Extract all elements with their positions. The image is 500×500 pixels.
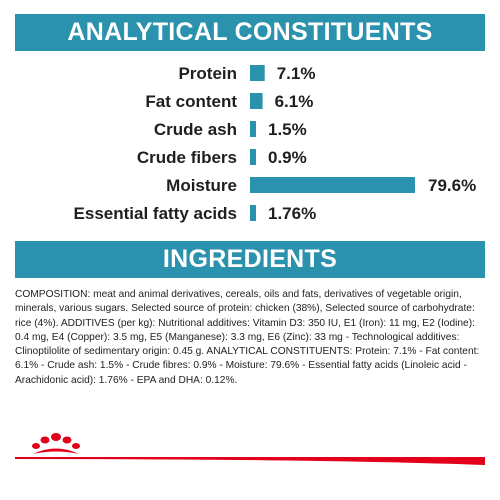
value-label: 1.76% bbox=[268, 204, 316, 223]
value-label: 79.6% bbox=[428, 176, 476, 195]
value-label: 7.1% bbox=[277, 64, 316, 83]
composition-text: COMPOSITION: meat and animal derivatives… bbox=[15, 289, 480, 386]
footer-divider bbox=[15, 457, 485, 465]
category-label: Crude ash bbox=[154, 120, 237, 139]
bar bbox=[250, 177, 415, 193]
bar bbox=[250, 65, 265, 81]
value-label: 1.5% bbox=[268, 120, 307, 139]
analytical-constituents-chart: Protein 7.1% Fat content 6.1% Crude ash 1.5% C… bbox=[74, 64, 477, 223]
category-label: Fat content bbox=[145, 92, 237, 111]
analytical-constituents-banner: ANALYTICAL CONSTITUENTS bbox=[15, 14, 485, 51]
category-label: Protein bbox=[178, 64, 237, 83]
bar bbox=[250, 205, 256, 221]
category-label: Essential fatty acids bbox=[74, 204, 237, 223]
bar bbox=[250, 149, 256, 165]
ingredients-banner: INGREDIENTS bbox=[15, 241, 485, 278]
category-label: Moisture bbox=[166, 176, 237, 195]
value-label: 0.9% bbox=[268, 148, 307, 167]
bar bbox=[250, 121, 256, 137]
bar bbox=[250, 93, 263, 109]
crown-icon bbox=[32, 433, 80, 454]
category-label: Crude fibers bbox=[137, 148, 237, 167]
value-label: 6.1% bbox=[275, 92, 314, 111]
